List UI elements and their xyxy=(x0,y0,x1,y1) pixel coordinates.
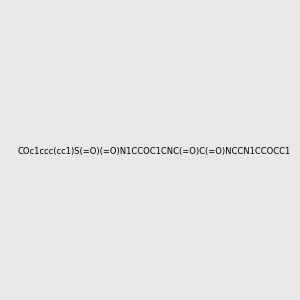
Text: COc1ccc(cc1)S(=O)(=O)N1CCOC1CNC(=O)C(=O)NCCN1CCOCC1: COc1ccc(cc1)S(=O)(=O)N1CCOC1CNC(=O)C(=O)… xyxy=(17,147,290,156)
